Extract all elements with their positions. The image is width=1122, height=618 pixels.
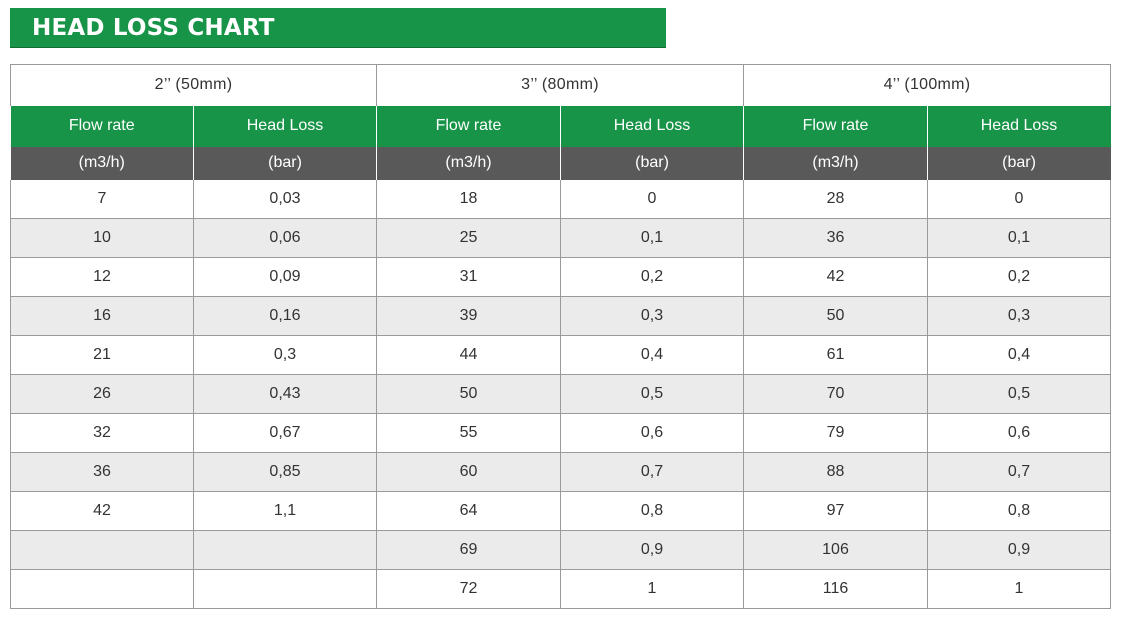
flow-rate-cell: 97 xyxy=(743,491,928,531)
flow-rate-label: Flow rate xyxy=(743,105,928,147)
head-loss-cell: 1 xyxy=(560,569,744,609)
flow-rate-cell: 50 xyxy=(743,296,928,336)
loss-unit-label: (bar) xyxy=(193,146,377,180)
head-loss-table: 2’’ (50mm) 3’’ (80mm) 4’’ (100mm) Flow r… xyxy=(10,64,1112,609)
flow-rate-cell: 31 xyxy=(376,257,561,297)
flow-rate-cell xyxy=(10,530,194,570)
flow-rate-cell: 39 xyxy=(376,296,561,336)
head-loss-cell: 0,5 xyxy=(927,374,1112,414)
table-row: 69 0,9 106 0,9 xyxy=(10,530,1112,570)
flow-rate-cell: 42 xyxy=(743,257,928,297)
flow-rate-cell: 36 xyxy=(10,452,194,492)
flow-rate-cell: 70 xyxy=(743,374,928,414)
head-loss-cell: 0,1 xyxy=(927,218,1112,258)
table-row: 10 0,06 25 0,1 36 0,1 xyxy=(10,218,1112,258)
flow-rate-label: Flow rate xyxy=(376,105,561,147)
head-loss-cell: 0,7 xyxy=(927,452,1112,492)
head-loss-label: Head Loss xyxy=(193,105,377,147)
table-row: 36 0,85 60 0,7 88 0,7 xyxy=(10,452,1112,492)
head-loss-cell: 0,16 xyxy=(193,296,377,336)
flow-rate-cell xyxy=(10,569,194,609)
head-loss-cell: 1 xyxy=(927,569,1112,609)
page-title: HEAD LOSS CHART xyxy=(32,15,275,41)
flow-rate-cell: 18 xyxy=(376,179,561,219)
flow-rate-cell: 16 xyxy=(10,296,194,336)
pipe-size-header: 2’’ (50mm) xyxy=(10,64,377,106)
head-loss-cell: 0,3 xyxy=(927,296,1112,336)
pipe-size-row: 2’’ (50mm) 3’’ (80mm) 4’’ (100mm) xyxy=(10,64,1112,106)
table-row: 42 1,1 64 0,8 97 0,8 xyxy=(10,491,1112,531)
head-loss-cell: 0,3 xyxy=(560,296,744,336)
head-loss-label: Head Loss xyxy=(927,105,1112,147)
head-loss-cell: 0,5 xyxy=(560,374,744,414)
head-loss-cell: 0,6 xyxy=(927,413,1112,453)
pipe-size-header: 3’’ (80mm) xyxy=(376,64,744,106)
flow-rate-cell: 36 xyxy=(743,218,928,258)
title-bar: HEAD LOSS CHART xyxy=(10,8,666,48)
flow-rate-cell: 42 xyxy=(10,491,194,531)
loss-unit-label: (bar) xyxy=(560,146,744,180)
flow-rate-cell: 12 xyxy=(10,257,194,297)
flow-rate-cell: 28 xyxy=(743,179,928,219)
flow-unit-label: (m3/h) xyxy=(376,146,561,180)
head-loss-cell: 0,2 xyxy=(927,257,1112,297)
head-loss-cell: 0,67 xyxy=(193,413,377,453)
table-row: 32 0,67 55 0,6 79 0,6 xyxy=(10,413,1112,453)
table-row: 26 0,43 50 0,5 70 0,5 xyxy=(10,374,1112,414)
loss-unit-label: (bar) xyxy=(927,146,1112,180)
flow-rate-cell: 32 xyxy=(10,413,194,453)
flow-rate-cell: 64 xyxy=(376,491,561,531)
head-loss-cell: 0 xyxy=(560,179,744,219)
flow-rate-label: Flow rate xyxy=(10,105,194,147)
table-body: 7 0,03 18 0 28 0 10 0,06 25 0,1 36 0,1 12 0,09 31 0,2 42… xyxy=(10,179,1112,609)
head-loss-cell: 0,03 xyxy=(193,179,377,219)
head-loss-cell: 0,9 xyxy=(560,530,744,570)
head-loss-cell: 0,7 xyxy=(560,452,744,492)
flow-rate-cell: 69 xyxy=(376,530,561,570)
head-loss-cell: 0,43 xyxy=(193,374,377,414)
head-loss-cell: 0,6 xyxy=(560,413,744,453)
table-row: 12 0,09 31 0,2 42 0,2 xyxy=(10,257,1112,297)
table-row: 16 0,16 39 0,3 50 0,3 xyxy=(10,296,1112,336)
head-loss-cell xyxy=(193,569,377,609)
head-loss-cell: 0,8 xyxy=(560,491,744,531)
flow-rate-cell: 50 xyxy=(376,374,561,414)
flow-rate-cell: 55 xyxy=(376,413,561,453)
flow-rate-cell: 60 xyxy=(376,452,561,492)
flow-rate-cell: 7 xyxy=(10,179,194,219)
head-loss-cell: 0,06 xyxy=(193,218,377,258)
head-loss-cell: 0 xyxy=(927,179,1112,219)
head-loss-cell: 0,1 xyxy=(560,218,744,258)
column-label-row: Flow rate Head Loss Flow rate Head Loss … xyxy=(10,105,1112,147)
flow-rate-cell: 72 xyxy=(376,569,561,609)
head-loss-cell xyxy=(193,530,377,570)
flow-rate-cell: 79 xyxy=(743,413,928,453)
flow-rate-cell: 88 xyxy=(743,452,928,492)
unit-row: (m3/h) (bar) (m3/h) (bar) (m3/h) (bar) xyxy=(10,146,1112,180)
head-loss-cell: 0,9 xyxy=(927,530,1112,570)
head-loss-cell: 0,8 xyxy=(927,491,1112,531)
head-loss-cell: 0,09 xyxy=(193,257,377,297)
head-loss-cell: 0,85 xyxy=(193,452,377,492)
head-loss-cell: 0,4 xyxy=(927,335,1112,375)
flow-rate-cell: 44 xyxy=(376,335,561,375)
head-loss-cell: 1,1 xyxy=(193,491,377,531)
flow-unit-label: (m3/h) xyxy=(743,146,928,180)
flow-rate-cell: 116 xyxy=(743,569,928,609)
flow-rate-cell: 106 xyxy=(743,530,928,570)
table-row: 72 1 116 1 xyxy=(10,569,1112,609)
table-row: 7 0,03 18 0 28 0 xyxy=(10,179,1112,219)
flow-rate-cell: 26 xyxy=(10,374,194,414)
flow-rate-cell: 61 xyxy=(743,335,928,375)
flow-rate-cell: 25 xyxy=(376,218,561,258)
head-loss-cell: 0,3 xyxy=(193,335,377,375)
head-loss-cell: 0,4 xyxy=(560,335,744,375)
table-row: 21 0,3 44 0,4 61 0,4 xyxy=(10,335,1112,375)
head-loss-cell: 0,2 xyxy=(560,257,744,297)
pipe-size-header: 4’’ (100mm) xyxy=(742,64,1112,106)
flow-rate-cell: 10 xyxy=(10,218,194,258)
flow-unit-label: (m3/h) xyxy=(10,146,194,180)
flow-rate-cell: 21 xyxy=(10,335,194,375)
head-loss-label: Head Loss xyxy=(560,105,744,147)
